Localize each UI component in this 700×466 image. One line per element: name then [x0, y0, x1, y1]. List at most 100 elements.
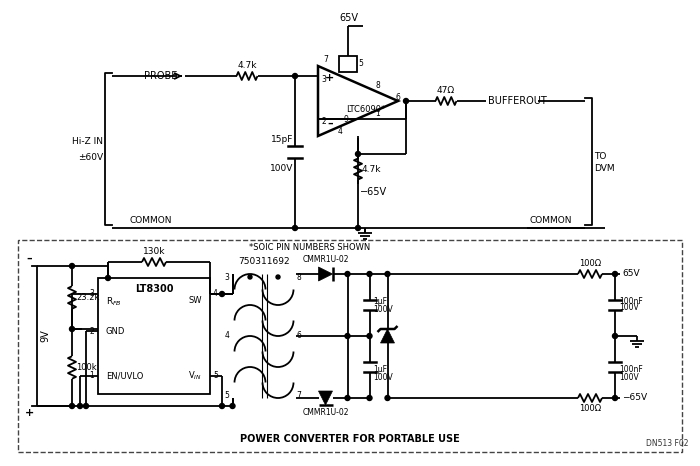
Text: 100V: 100V [619, 303, 638, 313]
Text: 9: 9 [344, 115, 349, 123]
Text: LTC6090*: LTC6090* [346, 104, 386, 114]
Circle shape [612, 334, 617, 338]
Text: 4: 4 [225, 331, 230, 341]
Text: 100nF: 100nF [619, 296, 643, 306]
Circle shape [385, 272, 390, 276]
Text: 7: 7 [323, 55, 328, 64]
Text: −65V: −65V [360, 187, 387, 197]
Text: 8: 8 [297, 273, 301, 281]
Text: 47Ω: 47Ω [437, 86, 455, 95]
Text: 3: 3 [225, 273, 230, 281]
Text: 7: 7 [297, 391, 302, 399]
Text: ±60V: ±60V [78, 152, 103, 162]
Text: 4.7k: 4.7k [362, 164, 382, 173]
Text: 23.2k: 23.2k [76, 293, 99, 302]
Text: 100V: 100V [374, 372, 393, 382]
Text: 750311692: 750311692 [238, 257, 290, 266]
Polygon shape [381, 329, 395, 343]
Text: *SOIC PIN NUMBERS SHOWN: *SOIC PIN NUMBERS SHOWN [249, 243, 370, 252]
Text: 4.7k: 4.7k [237, 61, 257, 70]
Bar [18, 240, 682, 452]
Text: 5: 5 [358, 60, 363, 69]
Text: EN/UVLO: EN/UVLO [106, 371, 144, 381]
Text: 100Ω: 100Ω [579, 404, 601, 413]
Circle shape [83, 404, 88, 409]
Text: 5: 5 [225, 391, 230, 399]
Text: 65V: 65V [622, 269, 640, 279]
Circle shape [293, 74, 297, 78]
Text: BUFFEROUT: BUFFEROUT [488, 96, 547, 106]
Text: GND: GND [106, 327, 125, 336]
Text: 130k: 130k [143, 247, 165, 256]
Text: 2: 2 [321, 117, 326, 126]
Text: 15pF: 15pF [271, 135, 293, 144]
Text: Hi-Z IN: Hi-Z IN [72, 137, 103, 145]
Bar [340, 56, 358, 72]
Text: 4: 4 [337, 126, 342, 136]
Text: 100V: 100V [374, 306, 393, 315]
Text: 100Ω: 100Ω [579, 259, 601, 268]
Text: –: – [26, 254, 32, 264]
Circle shape [367, 396, 372, 400]
Text: 1μF: 1μF [374, 365, 388, 375]
Text: 8: 8 [376, 82, 380, 90]
Text: 1: 1 [376, 109, 380, 117]
Circle shape [248, 275, 252, 279]
Text: 100V: 100V [619, 372, 638, 382]
Circle shape [345, 396, 350, 400]
Bar [98, 278, 210, 394]
Text: V$_{IN}$: V$_{IN}$ [188, 370, 202, 382]
Text: 4: 4 [213, 289, 218, 299]
Text: −65V: −65V [622, 393, 647, 403]
Text: 1μF: 1μF [374, 297, 388, 307]
Circle shape [356, 151, 360, 157]
Circle shape [367, 272, 372, 276]
Circle shape [276, 275, 280, 279]
Text: +: + [326, 73, 335, 83]
Text: SW: SW [188, 296, 202, 305]
Text: 65V: 65V [339, 13, 358, 23]
Text: 6: 6 [297, 331, 302, 341]
Text: 100V: 100V [270, 164, 293, 173]
Text: COMMON: COMMON [130, 216, 172, 225]
Polygon shape [318, 391, 332, 405]
Text: LT8300: LT8300 [134, 284, 174, 294]
Text: 1: 1 [90, 371, 94, 381]
Circle shape [293, 226, 297, 231]
Text: DVM: DVM [594, 164, 615, 173]
Circle shape [612, 272, 617, 276]
Circle shape [69, 263, 74, 268]
Circle shape [345, 334, 350, 338]
Circle shape [385, 396, 390, 400]
Circle shape [106, 275, 111, 281]
Text: 9V: 9V [40, 329, 50, 343]
Text: –: – [327, 119, 332, 129]
Text: TO: TO [594, 152, 606, 161]
Circle shape [612, 396, 617, 400]
Text: 3: 3 [321, 75, 326, 84]
Text: 100k: 100k [76, 363, 97, 372]
Circle shape [345, 272, 350, 276]
Text: 100nF: 100nF [619, 365, 643, 375]
Circle shape [356, 226, 360, 231]
Text: PROBE: PROBE [144, 71, 177, 81]
Text: R$_{FB}$: R$_{FB}$ [106, 296, 122, 308]
Circle shape [367, 334, 372, 338]
Text: POWER CONVERTER FOR PORTABLE USE: POWER CONVERTER FOR PORTABLE USE [240, 434, 460, 444]
Text: CMMR1U-02: CMMR1U-02 [302, 408, 349, 417]
Text: 6: 6 [396, 94, 401, 103]
Text: 3: 3 [89, 289, 94, 299]
Circle shape [403, 98, 409, 103]
Text: CMMR1U-02: CMMR1U-02 [302, 255, 349, 264]
Text: 5: 5 [213, 371, 218, 381]
Circle shape [78, 404, 83, 409]
Text: +: + [25, 408, 34, 418]
Text: DN513 F02: DN513 F02 [645, 439, 688, 448]
Circle shape [69, 404, 74, 409]
Text: 2: 2 [90, 327, 94, 336]
Polygon shape [318, 267, 332, 281]
Circle shape [220, 292, 225, 296]
Circle shape [69, 327, 74, 331]
Circle shape [230, 404, 235, 409]
Text: COMMON: COMMON [530, 216, 573, 225]
